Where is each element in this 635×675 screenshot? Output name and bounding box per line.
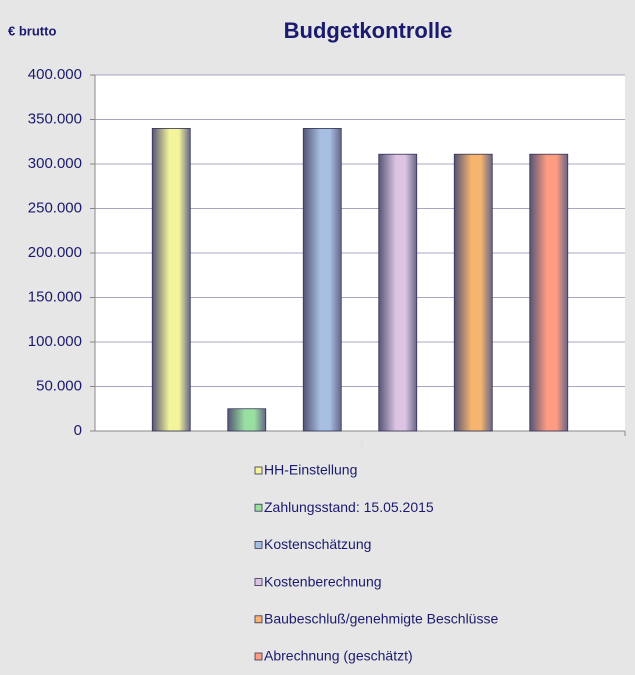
legend-swatch — [254, 466, 263, 475]
legend-label: HH-Einstellung — [264, 462, 357, 478]
legend-label: Zahlungsstand: 15.05.2015 — [264, 499, 434, 515]
legend-swatch — [254, 652, 263, 661]
legend-swatch — [254, 503, 263, 512]
chart-title: Budgetkontrolle — [284, 18, 453, 43]
y-tick-label: 0 — [74, 422, 82, 439]
y-tick-label: 200.000 — [28, 244, 82, 261]
legend-label: Abrechnung (geschätzt) — [264, 648, 413, 664]
x-tick-label: 1 — [359, 439, 364, 449]
y-tick-label: 250.000 — [28, 199, 82, 216]
bar — [529, 153, 569, 432]
y-tick-label: 350.000 — [28, 110, 82, 127]
y-axis-label: € brutto — [8, 23, 56, 38]
bar — [227, 408, 267, 432]
y-tick-label: 300.000 — [28, 155, 82, 172]
y-tick-label: 50.000 — [36, 377, 82, 394]
legend-label: Kostenberechnung — [264, 573, 382, 589]
legend-swatch — [254, 541, 263, 549]
bar — [378, 153, 418, 432]
bar — [151, 127, 191, 432]
y-tick-label: 100.000 — [28, 333, 82, 350]
bar — [453, 153, 493, 432]
legend-swatch — [254, 578, 263, 586]
y-tick-label: 400.000 — [28, 66, 82, 83]
bar — [302, 127, 342, 432]
legend-swatch — [254, 615, 263, 624]
legend-label: Kostenschätzung — [264, 536, 371, 552]
y-tick-label: 150.000 — [28, 288, 82, 305]
legend-label: Baubeschluß/genehmigte Beschlüsse — [264, 611, 498, 627]
